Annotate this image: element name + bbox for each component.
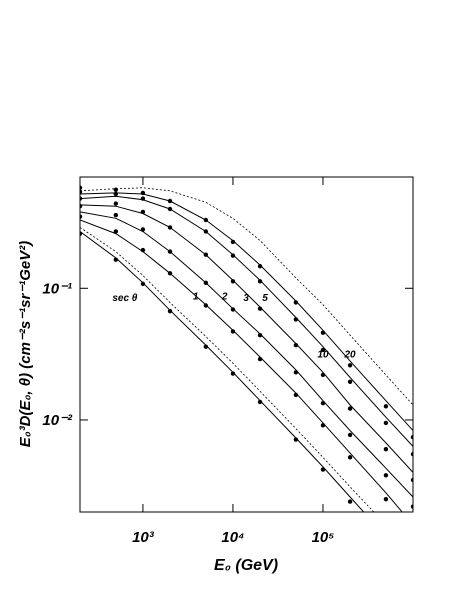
data-point bbox=[257, 279, 263, 284]
data-point bbox=[410, 504, 413, 509]
data-point bbox=[320, 467, 326, 472]
data-point bbox=[203, 303, 209, 308]
data-point bbox=[113, 201, 119, 206]
data-point bbox=[167, 308, 173, 314]
data-point bbox=[293, 300, 299, 305]
data-point bbox=[167, 249, 173, 254]
data-point bbox=[293, 392, 299, 398]
dashed-curve bbox=[80, 187, 413, 406]
data-point bbox=[257, 356, 263, 362]
data-point bbox=[203, 229, 209, 234]
annotation: 3 bbox=[243, 293, 249, 304]
data-point bbox=[320, 372, 326, 378]
annotation: 1 bbox=[193, 292, 199, 303]
dashed-curve bbox=[80, 227, 375, 512]
curve bbox=[80, 211, 413, 498]
data-point bbox=[383, 446, 389, 452]
data-point bbox=[80, 204, 83, 209]
data-point bbox=[383, 404, 389, 409]
data-point bbox=[410, 451, 413, 457]
data-point bbox=[113, 191, 119, 197]
data-point bbox=[320, 401, 326, 406]
y-tick-label: 10⁻² bbox=[42, 412, 73, 429]
x-tick-label: 10⁵ bbox=[312, 529, 335, 546]
data-point bbox=[230, 279, 236, 284]
y-tick-label: 10⁻¹ bbox=[42, 280, 72, 297]
data-point bbox=[203, 217, 209, 223]
data-point bbox=[113, 187, 119, 192]
data-point bbox=[140, 209, 146, 215]
data-point bbox=[167, 225, 173, 230]
curve bbox=[80, 192, 413, 431]
data-point bbox=[320, 347, 326, 353]
data-point bbox=[347, 406, 353, 411]
data-point bbox=[293, 342, 299, 348]
curve bbox=[80, 195, 413, 447]
data-point bbox=[113, 257, 119, 262]
data-point bbox=[167, 198, 173, 204]
data-point bbox=[140, 281, 146, 287]
data-point bbox=[230, 329, 236, 334]
data-point bbox=[410, 477, 413, 483]
data-point bbox=[230, 253, 236, 258]
data-point bbox=[203, 344, 209, 349]
data-point bbox=[383, 473, 389, 478]
data-point bbox=[347, 363, 353, 368]
plot-area bbox=[80, 185, 413, 543]
data-point bbox=[347, 432, 353, 438]
data-point bbox=[257, 399, 263, 405]
data-point bbox=[384, 539, 388, 543]
curve bbox=[80, 204, 413, 473]
data-point bbox=[140, 196, 146, 201]
data-point bbox=[167, 271, 173, 276]
data-point bbox=[320, 330, 326, 335]
data-point bbox=[203, 252, 209, 257]
data-point bbox=[383, 497, 389, 502]
data-point bbox=[230, 307, 236, 312]
data-point bbox=[80, 214, 83, 219]
data-point bbox=[230, 371, 236, 376]
curve bbox=[80, 219, 403, 512]
annotation: 10 bbox=[317, 350, 329, 361]
data-point bbox=[80, 231, 83, 236]
data-point bbox=[347, 455, 353, 460]
data-point bbox=[410, 434, 413, 440]
curve bbox=[80, 231, 365, 512]
annotation: 5 bbox=[262, 293, 268, 304]
data-point bbox=[203, 280, 209, 286]
annotation: 2 bbox=[221, 292, 228, 303]
data-point bbox=[140, 190, 146, 196]
data-point bbox=[347, 379, 353, 384]
data-point bbox=[230, 239, 236, 245]
data-point bbox=[140, 227, 146, 232]
data-point bbox=[257, 306, 263, 311]
data-point bbox=[80, 185, 83, 190]
x-axis-label: E₀ (GeV) bbox=[214, 557, 278, 574]
data-point bbox=[257, 264, 263, 269]
annotation: sec θ bbox=[112, 293, 137, 304]
data-point bbox=[293, 437, 299, 442]
data-point bbox=[293, 317, 299, 322]
data-point bbox=[347, 499, 353, 504]
data-point bbox=[293, 370, 299, 375]
data-point bbox=[383, 420, 389, 426]
data-point bbox=[320, 423, 326, 428]
data-point bbox=[140, 247, 146, 253]
data-point bbox=[80, 196, 83, 201]
annotation: 20 bbox=[344, 350, 357, 361]
x-tick-label: 10⁴ bbox=[221, 529, 244, 546]
data-point bbox=[167, 206, 173, 212]
data-point bbox=[80, 189, 83, 195]
data-point bbox=[257, 333, 263, 338]
plot-frame bbox=[79, 176, 414, 513]
data-point bbox=[113, 229, 119, 234]
y-axis-label: E₀³D(E₀, θ) (cm⁻²s⁻¹sr⁻¹GeV²) bbox=[17, 241, 34, 447]
data-point bbox=[113, 212, 119, 218]
x-tick-label: 10³ bbox=[132, 529, 155, 546]
